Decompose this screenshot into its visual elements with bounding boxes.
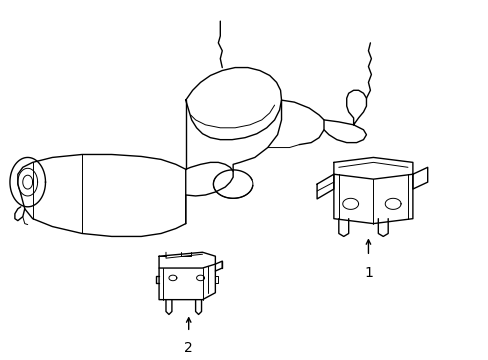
Text: 1: 1 [363, 266, 372, 280]
Text: 2: 2 [184, 341, 193, 355]
